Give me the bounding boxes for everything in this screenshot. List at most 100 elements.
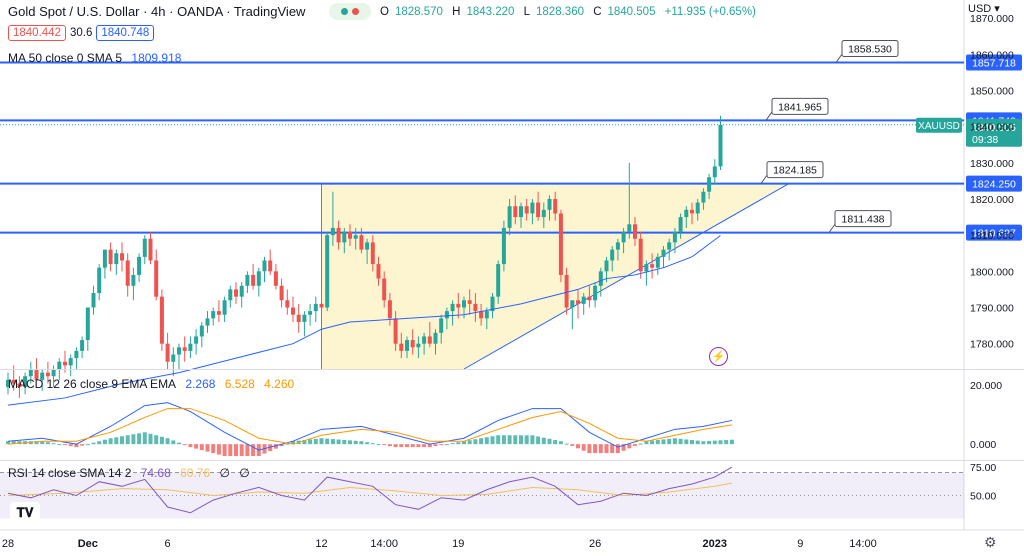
macd-histogram-bar [484, 437, 489, 445]
macd-histogram-bar [74, 444, 79, 448]
market-status-pill[interactable] [329, 3, 371, 20]
high-key: H [452, 6, 461, 18]
macd-histogram-bar [68, 444, 73, 447]
candle-body [701, 191, 706, 203]
tradingview-logo-icon[interactable]: 𝐓𝐕 [10, 502, 40, 524]
candle-body [536, 202, 541, 218]
macd-histogram-bar [182, 444, 187, 446]
macd-histogram-bar [655, 440, 660, 445]
time-tick-label: Dec [78, 538, 98, 550]
candle-body [108, 249, 113, 265]
callout-label: 1824.185 [773, 165, 817, 177]
candle-body [182, 347, 187, 351]
candle-body [370, 242, 375, 265]
sell-button[interactable]: 1840.442 [8, 25, 66, 41]
macd-histogram-bar [114, 437, 119, 445]
candle-body [11, 379, 16, 384]
countdown-label: 09:38 [972, 134, 998, 146]
macd-signal-value: 6.528 [224, 377, 255, 391]
macd-histogram-bar [137, 433, 142, 445]
macd-histogram-bar [387, 444, 392, 447]
macd-histogram-bar [633, 444, 637, 446]
callout-label: 1811.438 [841, 214, 884, 226]
macd-histogram-bar [724, 440, 729, 445]
macd-histogram-bar [439, 444, 444, 446]
candle-body [621, 231, 626, 243]
pane-separator-rsi[interactable] [0, 460, 1024, 461]
macd-histogram-bar [473, 439, 478, 445]
candle-body [496, 264, 501, 297]
macd-histogram-bar [159, 436, 164, 445]
lightning-icon[interactable]: ⚡ [709, 347, 728, 366]
candle-body [102, 249, 107, 268]
rsi-line [7, 466, 733, 514]
gear-icon[interactable]: ⚙ [984, 534, 997, 550]
buy-button[interactable]: 1840.748 [96, 25, 155, 41]
macd-histogram-bar [444, 444, 449, 446]
ma-legend[interactable]: MA 50 close 0 SMA 5 1809.918 [8, 51, 187, 65]
rsi-legend[interactable]: RSI 14 close SMA 14 2 74.68 60.76 ∅ ∅ [8, 466, 256, 480]
candle-body [399, 343, 404, 351]
callout-label: 1841.965 [778, 101, 822, 113]
macd-histogram-bar [291, 441, 295, 445]
macd-histogram-bar [97, 441, 102, 445]
candle-body [17, 383, 22, 388]
candle-body [712, 166, 717, 178]
macd-histogram-bar [40, 441, 45, 445]
candle-body [211, 311, 216, 319]
price-tick-label: 1780.000 [970, 339, 1014, 351]
rsi-tick-label: 50.00 [970, 491, 996, 503]
macd-histogram-bar [638, 443, 643, 445]
candle-body [6, 379, 10, 388]
time-tick-label: 9 [797, 538, 803, 550]
candle-body [325, 235, 330, 308]
macd-histogram-bar [707, 440, 712, 445]
candle-body [598, 271, 603, 286]
macd-histogram-bar [188, 444, 193, 448]
candle-body [695, 202, 700, 214]
candle-body [228, 289, 233, 301]
macd-histogram-bar [148, 433, 153, 445]
candle-body [365, 242, 370, 250]
candle-body [587, 296, 592, 301]
rsi-sma-value: 60.76 [180, 466, 211, 480]
candle-body [239, 285, 244, 297]
macd-histogram-bar [199, 444, 204, 451]
macd-histogram-bar [211, 444, 216, 454]
macd-histogram-bar [399, 444, 404, 448]
macd-histogram-bar [621, 444, 626, 451]
symbol-title[interactable]: Gold Spot / U.S. Dollar · 4h · OANDA · T… [8, 4, 306, 19]
macd-legend[interactable]: MACD 12 26 close 9 EMA EMA 2.268 6.528 4… [8, 377, 300, 391]
macd-histogram-bar [541, 437, 546, 445]
candle-body [291, 307, 295, 315]
price-level-label: 1810.697 [972, 228, 1016, 240]
candle-body [330, 227, 335, 236]
macd-value: 2.268 [185, 377, 216, 391]
candle-body [439, 318, 444, 333]
macd-histogram-bar [45, 442, 50, 445]
currency-selector[interactable]: USD ▾ [968, 2, 1000, 16]
price-tick-label: 1860.000 [970, 49, 1014, 61]
spread-value: 30.6 [69, 27, 93, 39]
market-open-dot-icon [341, 8, 348, 15]
legend-main: Gold Spot / U.S. Dollar · 4h · OANDA · T… [8, 4, 311, 19]
candle-body [85, 307, 90, 341]
pane-separator-macd[interactable] [0, 369, 1024, 370]
candle-body [148, 238, 153, 261]
time-tick-label: 6 [165, 538, 171, 550]
currency-label: USD [968, 2, 992, 15]
macd-histogram-bar [205, 444, 210, 452]
macd-histogram-bar [558, 441, 563, 445]
price-level-label-bg [966, 54, 1022, 71]
candle-body [74, 350, 79, 359]
candle-body [462, 300, 466, 308]
macd-histogram-bar [194, 444, 199, 449]
last-price-label: 1840.505 [972, 122, 1016, 134]
time-tick-label: 2023 [703, 538, 727, 550]
macd-histogram-bar [251, 444, 256, 457]
candle-body [177, 347, 181, 355]
candle-body [51, 369, 56, 377]
callout-box [771, 97, 829, 115]
price-scale-background [964, 0, 1024, 556]
